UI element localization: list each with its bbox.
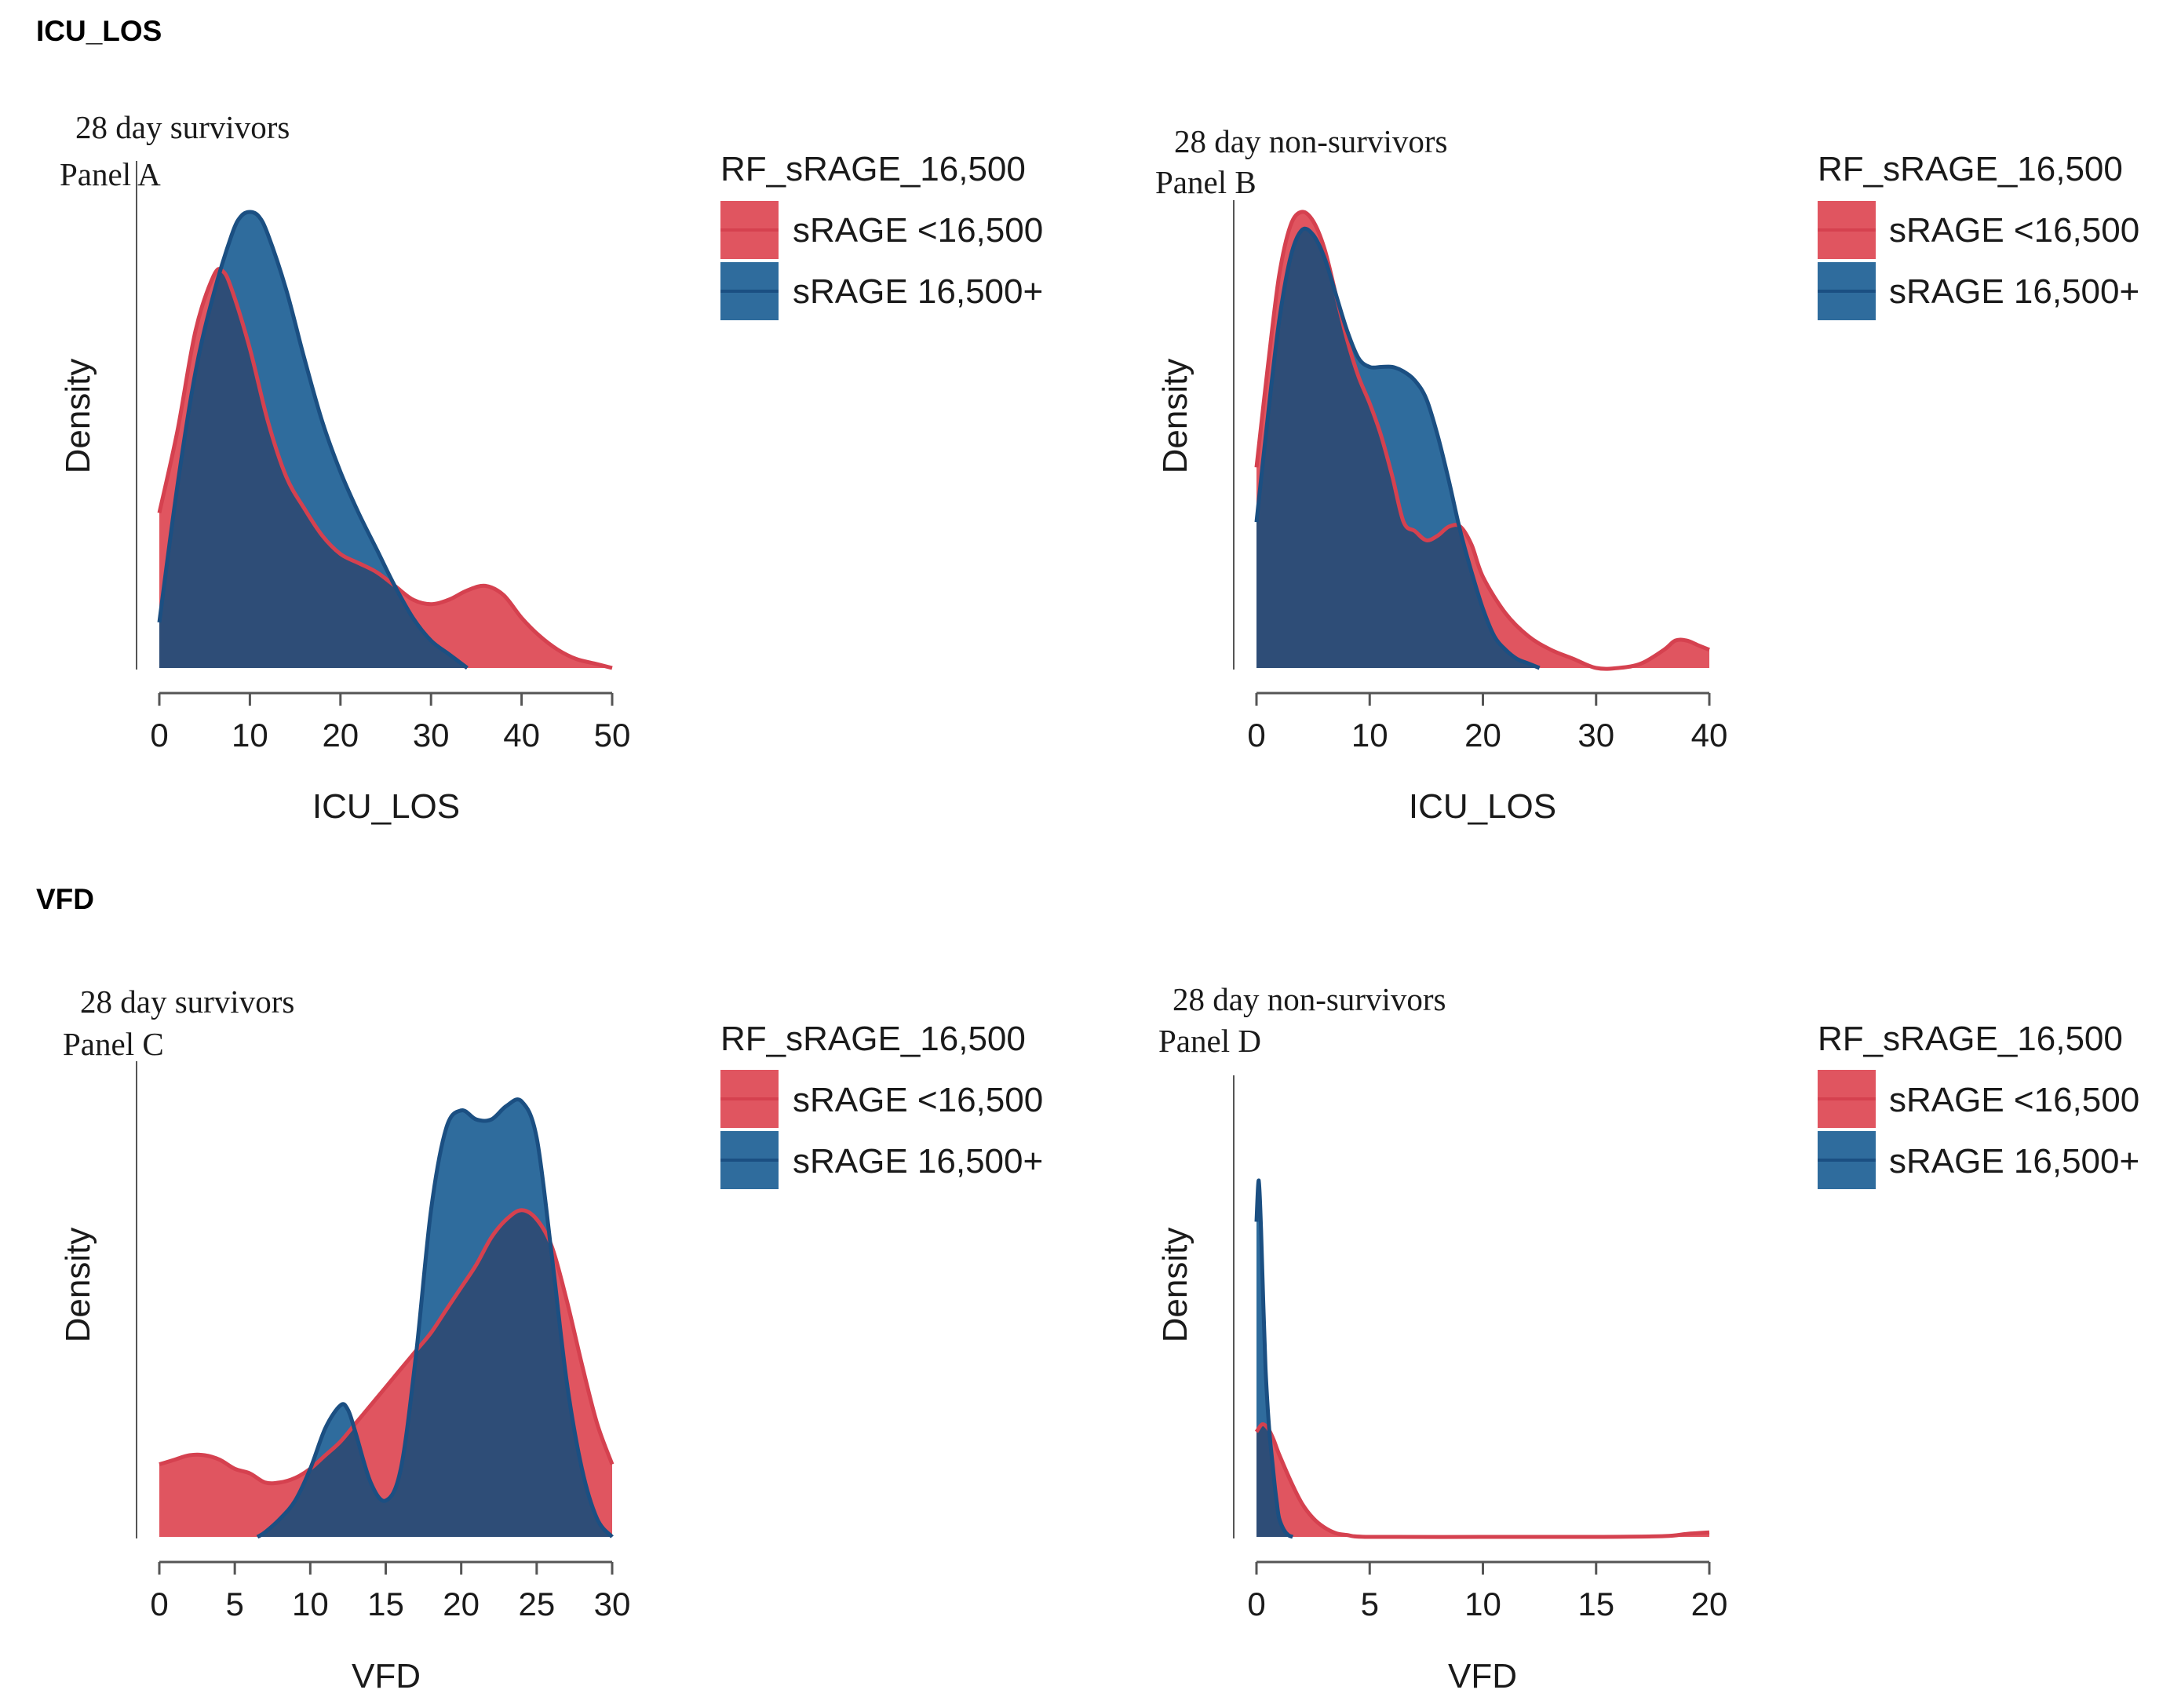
x-tick-label: 30 bbox=[1577, 717, 1614, 754]
panel-a-legend-item-blue: sRAGE 16,500+ bbox=[793, 272, 1043, 311]
panel-a: 28 day survivors Panel A Density 0 10 20 30… bbox=[59, 109, 1043, 826]
x-tick-label: 10 bbox=[1464, 1586, 1501, 1622]
section-title-vfd: VFD bbox=[36, 883, 94, 915]
panel-b-legend-item-blue: sRAGE 16,500+ bbox=[1889, 272, 2139, 311]
panel-b: 28 day non-survivors Panel B Density 0 10… bbox=[1155, 123, 2139, 826]
x-tick-label: 0 bbox=[150, 1586, 168, 1622]
x-tick-label: 20 bbox=[443, 1586, 480, 1622]
panel-a-legend-title: RF_sRAGE_16,500 bbox=[720, 150, 1026, 188]
panel-b-label: Panel B bbox=[1155, 164, 1256, 200]
panel-a-legend: RF_sRAGE_16,500 sRAGE <16,500 sRAGE 16,5… bbox=[720, 150, 1043, 320]
x-tick-label: 20 bbox=[322, 717, 359, 754]
panel-c-y-label: Density bbox=[59, 1228, 97, 1343]
panel-a-label: Panel A bbox=[60, 156, 161, 192]
x-tick-label: 40 bbox=[503, 717, 540, 754]
panel-a-x-label: ICU_LOS bbox=[312, 787, 460, 826]
x-tick-label: 20 bbox=[1691, 1586, 1728, 1622]
panel-b-x-label: ICU_LOS bbox=[1409, 787, 1556, 826]
panel-a-blue-density-line bbox=[157, 210, 469, 670]
panel-b-legend: RF_sRAGE_16,500 sRAGE <16,500 sRAGE 16,5… bbox=[1818, 150, 2139, 320]
panel-b-x-axis: 0 10 20 30 40 bbox=[1247, 692, 1728, 754]
panel-b-y-label: Density bbox=[1156, 359, 1194, 474]
panel-a-legend-item-red: sRAGE <16,500 bbox=[793, 211, 1043, 250]
panel-b-legend-title: RF_sRAGE_16,500 bbox=[1818, 150, 2123, 188]
panel-d: 28 day non-survivors Panel D Density 0 5 1… bbox=[1156, 981, 2139, 1695]
panel-b-blue-density-line bbox=[1254, 226, 1541, 670]
panel-c-x-label: VFD bbox=[352, 1657, 421, 1695]
panel-d-overlap-area bbox=[1256, 1424, 1293, 1537]
panel-b-legend-item-red: sRAGE <16,500 bbox=[1889, 211, 2139, 250]
panel-c-legend-title: RF_sRAGE_16,500 bbox=[720, 1020, 1026, 1058]
x-tick-label: 5 bbox=[225, 1586, 243, 1622]
x-tick-label: 0 bbox=[1247, 1586, 1265, 1622]
panel-c-blue-density-line bbox=[256, 1097, 614, 1539]
panel-c-x-axis: 0 5 10 15 20 25 30 bbox=[150, 1560, 631, 1622]
panel-d-legend-item-blue: sRAGE 16,500+ bbox=[1889, 1142, 2139, 1181]
panel-c: 28 day survivors Panel C Density 0 5 10 15 2… bbox=[59, 984, 1043, 1695]
panel-c-legend-item-red: sRAGE <16,500 bbox=[793, 1081, 1043, 1119]
panel-d-legend-item-red: sRAGE <16,500 bbox=[1889, 1081, 2139, 1119]
panel-a-x-axis: 0 10 20 30 40 50 bbox=[150, 692, 631, 754]
x-tick-label: 15 bbox=[1577, 1586, 1614, 1622]
panel-a-y-label: Density bbox=[59, 359, 97, 474]
x-tick-label: 0 bbox=[1247, 717, 1265, 754]
panel-d-label: Panel D bbox=[1158, 1023, 1261, 1059]
panel-b-red-density-line bbox=[1254, 210, 1710, 671]
x-tick-label: 30 bbox=[594, 1586, 631, 1622]
panel-d-x-axis: 0 5 10 15 20 bbox=[1247, 1560, 1728, 1622]
panel-c-legend-item-blue: sRAGE 16,500+ bbox=[793, 1142, 1043, 1181]
panel-d-blue-density-line bbox=[1254, 1178, 1294, 1539]
x-tick-label: 10 bbox=[1351, 717, 1388, 754]
x-tick-label: 10 bbox=[292, 1586, 329, 1622]
x-tick-label: 15 bbox=[367, 1586, 404, 1622]
x-tick-label: 20 bbox=[1464, 717, 1501, 754]
panel-d-legend-title: RF_sRAGE_16,500 bbox=[1818, 1020, 2123, 1058]
x-tick-label: 40 bbox=[1691, 717, 1728, 754]
panel-d-title: 28 day non-survivors bbox=[1173, 981, 1446, 1017]
panel-a-title: 28 day survivors bbox=[75, 109, 290, 145]
panel-c-legend: RF_sRAGE_16,500 sRAGE <16,500 sRAGE 16,5… bbox=[720, 1020, 1043, 1189]
x-tick-label: 0 bbox=[150, 717, 168, 754]
x-tick-label: 30 bbox=[413, 717, 450, 754]
panel-d-legend: RF_sRAGE_16,500 sRAGE <16,500 sRAGE 16,5… bbox=[1818, 1020, 2139, 1189]
panel-d-y-label: Density bbox=[1156, 1228, 1194, 1343]
panel-d-red-density-line bbox=[1254, 1422, 1710, 1539]
section-title-icu-los: ICU_LOS bbox=[36, 15, 162, 47]
panel-c-red-density-line bbox=[159, 1208, 615, 1486]
x-tick-label: 10 bbox=[232, 717, 268, 754]
panel-b-title: 28 day non-survivors bbox=[1174, 123, 1447, 159]
panel-d-red-density-area bbox=[1256, 1424, 1709, 1538]
x-tick-label: 25 bbox=[518, 1586, 555, 1622]
panel-d-x-label: VFD bbox=[1448, 1657, 1517, 1695]
x-tick-label: 5 bbox=[1361, 1586, 1379, 1622]
panel-c-title: 28 day survivors bbox=[80, 984, 294, 1020]
x-tick-label: 50 bbox=[594, 717, 631, 754]
panel-c-label: Panel C bbox=[63, 1026, 164, 1062]
